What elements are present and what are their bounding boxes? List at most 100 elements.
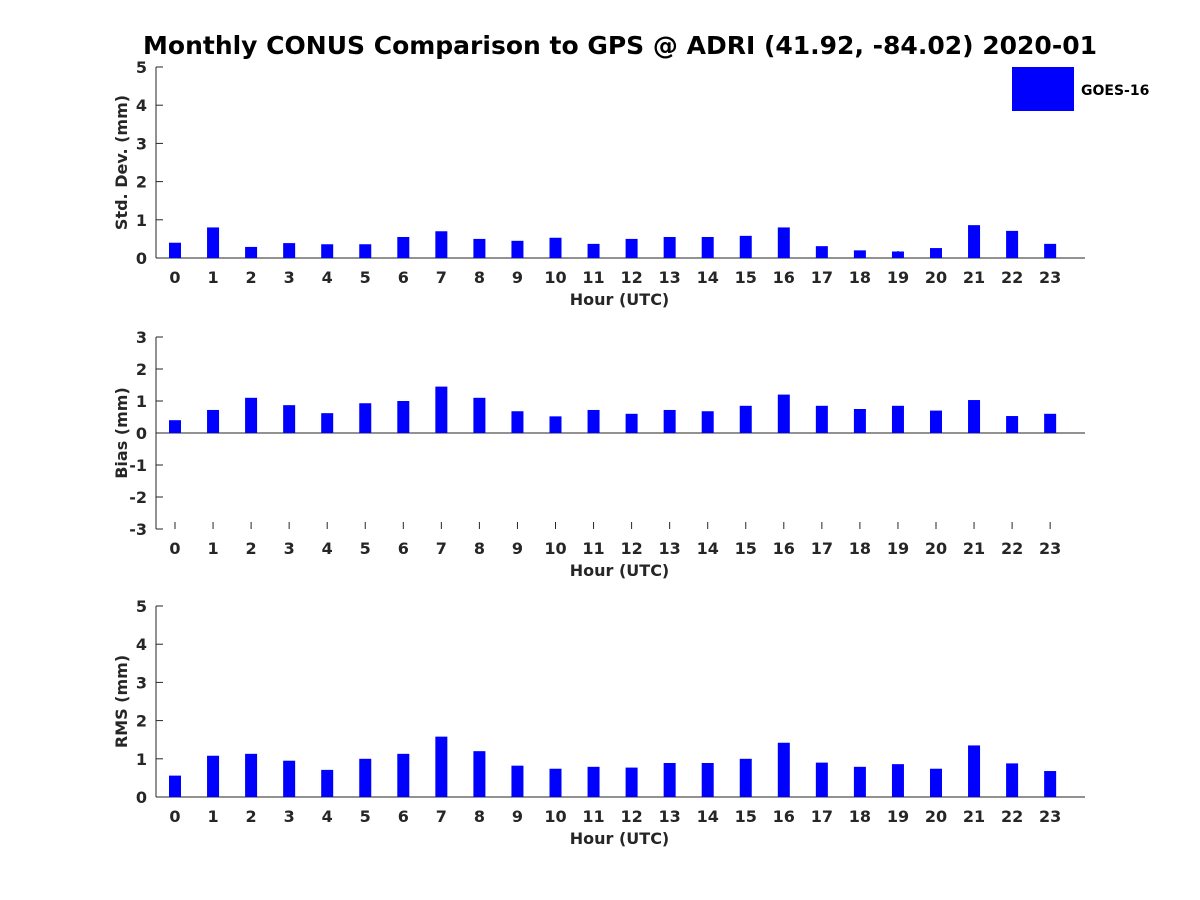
x-tick-label: 11	[582, 807, 604, 826]
x-tick-label: 13	[659, 807, 681, 826]
y-tick-label: 5	[136, 58, 147, 77]
bar-std-dev-hour-21	[968, 225, 981, 258]
x-tick-label: 4	[322, 539, 333, 558]
x-tick-label: 21	[963, 539, 985, 558]
bar-rms-hour-3	[283, 760, 296, 797]
x-tick-label: 22	[1001, 807, 1023, 826]
bar-std-dev-hour-14	[701, 236, 714, 258]
bar-rms-hour-4	[321, 769, 334, 797]
x-tick-label: 10	[544, 807, 566, 826]
bar-rms-hour-6	[397, 753, 410, 797]
bar-rms-hour-12	[625, 767, 638, 797]
x-tick-label: 17	[811, 268, 833, 287]
y-tick-label: 3	[136, 673, 147, 692]
bar-rms-hour-18	[853, 766, 866, 797]
x-tick-label: 6	[398, 539, 409, 558]
y-tick-label: 2	[136, 712, 147, 731]
x-tick-label: 18	[849, 268, 871, 287]
bar-rms-hour-21	[968, 745, 981, 797]
y-tick-label: -1	[129, 456, 147, 475]
x-tick-label: 21	[963, 268, 985, 287]
x-tick-label: 5	[360, 807, 371, 826]
bar-rms-hour-20	[930, 768, 942, 797]
x-tick-label: 17	[811, 539, 833, 558]
bar-rms-hour-1	[207, 755, 220, 797]
bar-std-dev-hour-3	[283, 243, 296, 258]
bar-rms-hour-13	[663, 763, 676, 797]
x-tick-label: 14	[697, 807, 719, 826]
x-tick-label: 1	[207, 539, 218, 558]
bar-std-dev-hour-11	[587, 243, 600, 258]
bar-rms-hour-2	[245, 753, 258, 797]
x-axis-label: Hour (UTC)	[570, 561, 670, 580]
x-tick-label: 21	[963, 807, 985, 826]
x-tick-label: 11	[582, 268, 604, 287]
x-tick-label: 22	[1001, 268, 1023, 287]
x-tick-label: 18	[849, 807, 871, 826]
bar-bias-hour-13	[663, 409, 676, 433]
bar-bias-hour-14	[701, 411, 714, 433]
x-tick-label: 17	[811, 807, 833, 826]
y-tick-label: 0	[136, 424, 147, 443]
bar-std-dev-hour-1	[207, 227, 220, 258]
y-tick-label: 1	[136, 392, 147, 411]
x-tick-label: 22	[1001, 539, 1023, 558]
x-tick-label: 11	[582, 539, 604, 558]
y-axis-label: Std. Dev. (mm)	[112, 95, 131, 230]
bar-rms-hour-7	[435, 736, 448, 797]
bar-std-dev-hour-18	[853, 250, 866, 258]
x-tick-label: 3	[284, 268, 295, 287]
bar-bias-hour-9	[511, 411, 524, 433]
x-tick-label: 0	[169, 268, 180, 287]
x-tick-label: 5	[360, 539, 371, 558]
bar-bias-hour-0	[169, 420, 181, 433]
x-tick-label: 19	[887, 268, 909, 287]
bar-bias-hour-3	[283, 405, 296, 433]
y-tick-label: 5	[136, 597, 147, 616]
bar-bias-hour-21	[968, 400, 981, 433]
bar-bias-hour-16	[777, 394, 790, 433]
y-tick-label: 1	[136, 211, 147, 230]
bar-bias-hour-7	[435, 386, 448, 433]
x-tick-label: 16	[773, 539, 795, 558]
x-tick-label: 15	[735, 807, 757, 826]
y-tick-label: 2	[136, 360, 147, 379]
bar-bias-hour-1	[207, 409, 220, 433]
y-tick-label: 3	[136, 328, 147, 347]
x-tick-label: 16	[773, 807, 795, 826]
bar-bias-hour-20	[930, 410, 942, 433]
y-tick-label: 2	[136, 173, 147, 192]
x-tick-label: 6	[398, 268, 409, 287]
bar-std-dev-hour-20	[930, 248, 942, 258]
legend-label: GOES-16	[1081, 83, 1149, 99]
x-tick-label: 10	[544, 268, 566, 287]
x-tick-label: 4	[322, 268, 333, 287]
x-tick-label: 13	[659, 268, 681, 287]
x-tick-label: 10	[544, 539, 566, 558]
y-tick-label: 1	[136, 750, 147, 769]
x-tick-label: 19	[887, 539, 909, 558]
bar-std-dev-hour-4	[321, 244, 334, 258]
bar-std-dev-hour-22	[1006, 230, 1019, 258]
x-tick-label: 14	[697, 268, 719, 287]
x-axis-label: Hour (UTC)	[570, 290, 670, 309]
figure-title: Monthly CONUS Comparison to GPS @ ADRI (…	[143, 31, 1097, 60]
bar-bias-hour-5	[359, 403, 372, 433]
bar-std-dev-hour-6	[397, 236, 410, 258]
bar-rms-hour-11	[587, 766, 600, 797]
x-tick-label: 2	[246, 807, 257, 826]
bar-rms-hour-0	[169, 775, 181, 797]
y-tick-label: 0	[136, 788, 147, 807]
bar-std-dev-hour-16	[777, 227, 790, 258]
x-tick-label: 3	[284, 539, 295, 558]
x-tick-label: 4	[322, 807, 333, 826]
bar-bias-hour-8	[473, 397, 486, 433]
y-tick-label: 3	[136, 134, 147, 153]
bar-bias-hour-22	[1006, 416, 1019, 433]
bar-std-dev-hour-9	[511, 240, 524, 258]
bar-bias-hour-19	[891, 405, 904, 433]
x-tick-label: 7	[436, 268, 447, 287]
bar-bias-hour-4	[321, 413, 334, 433]
